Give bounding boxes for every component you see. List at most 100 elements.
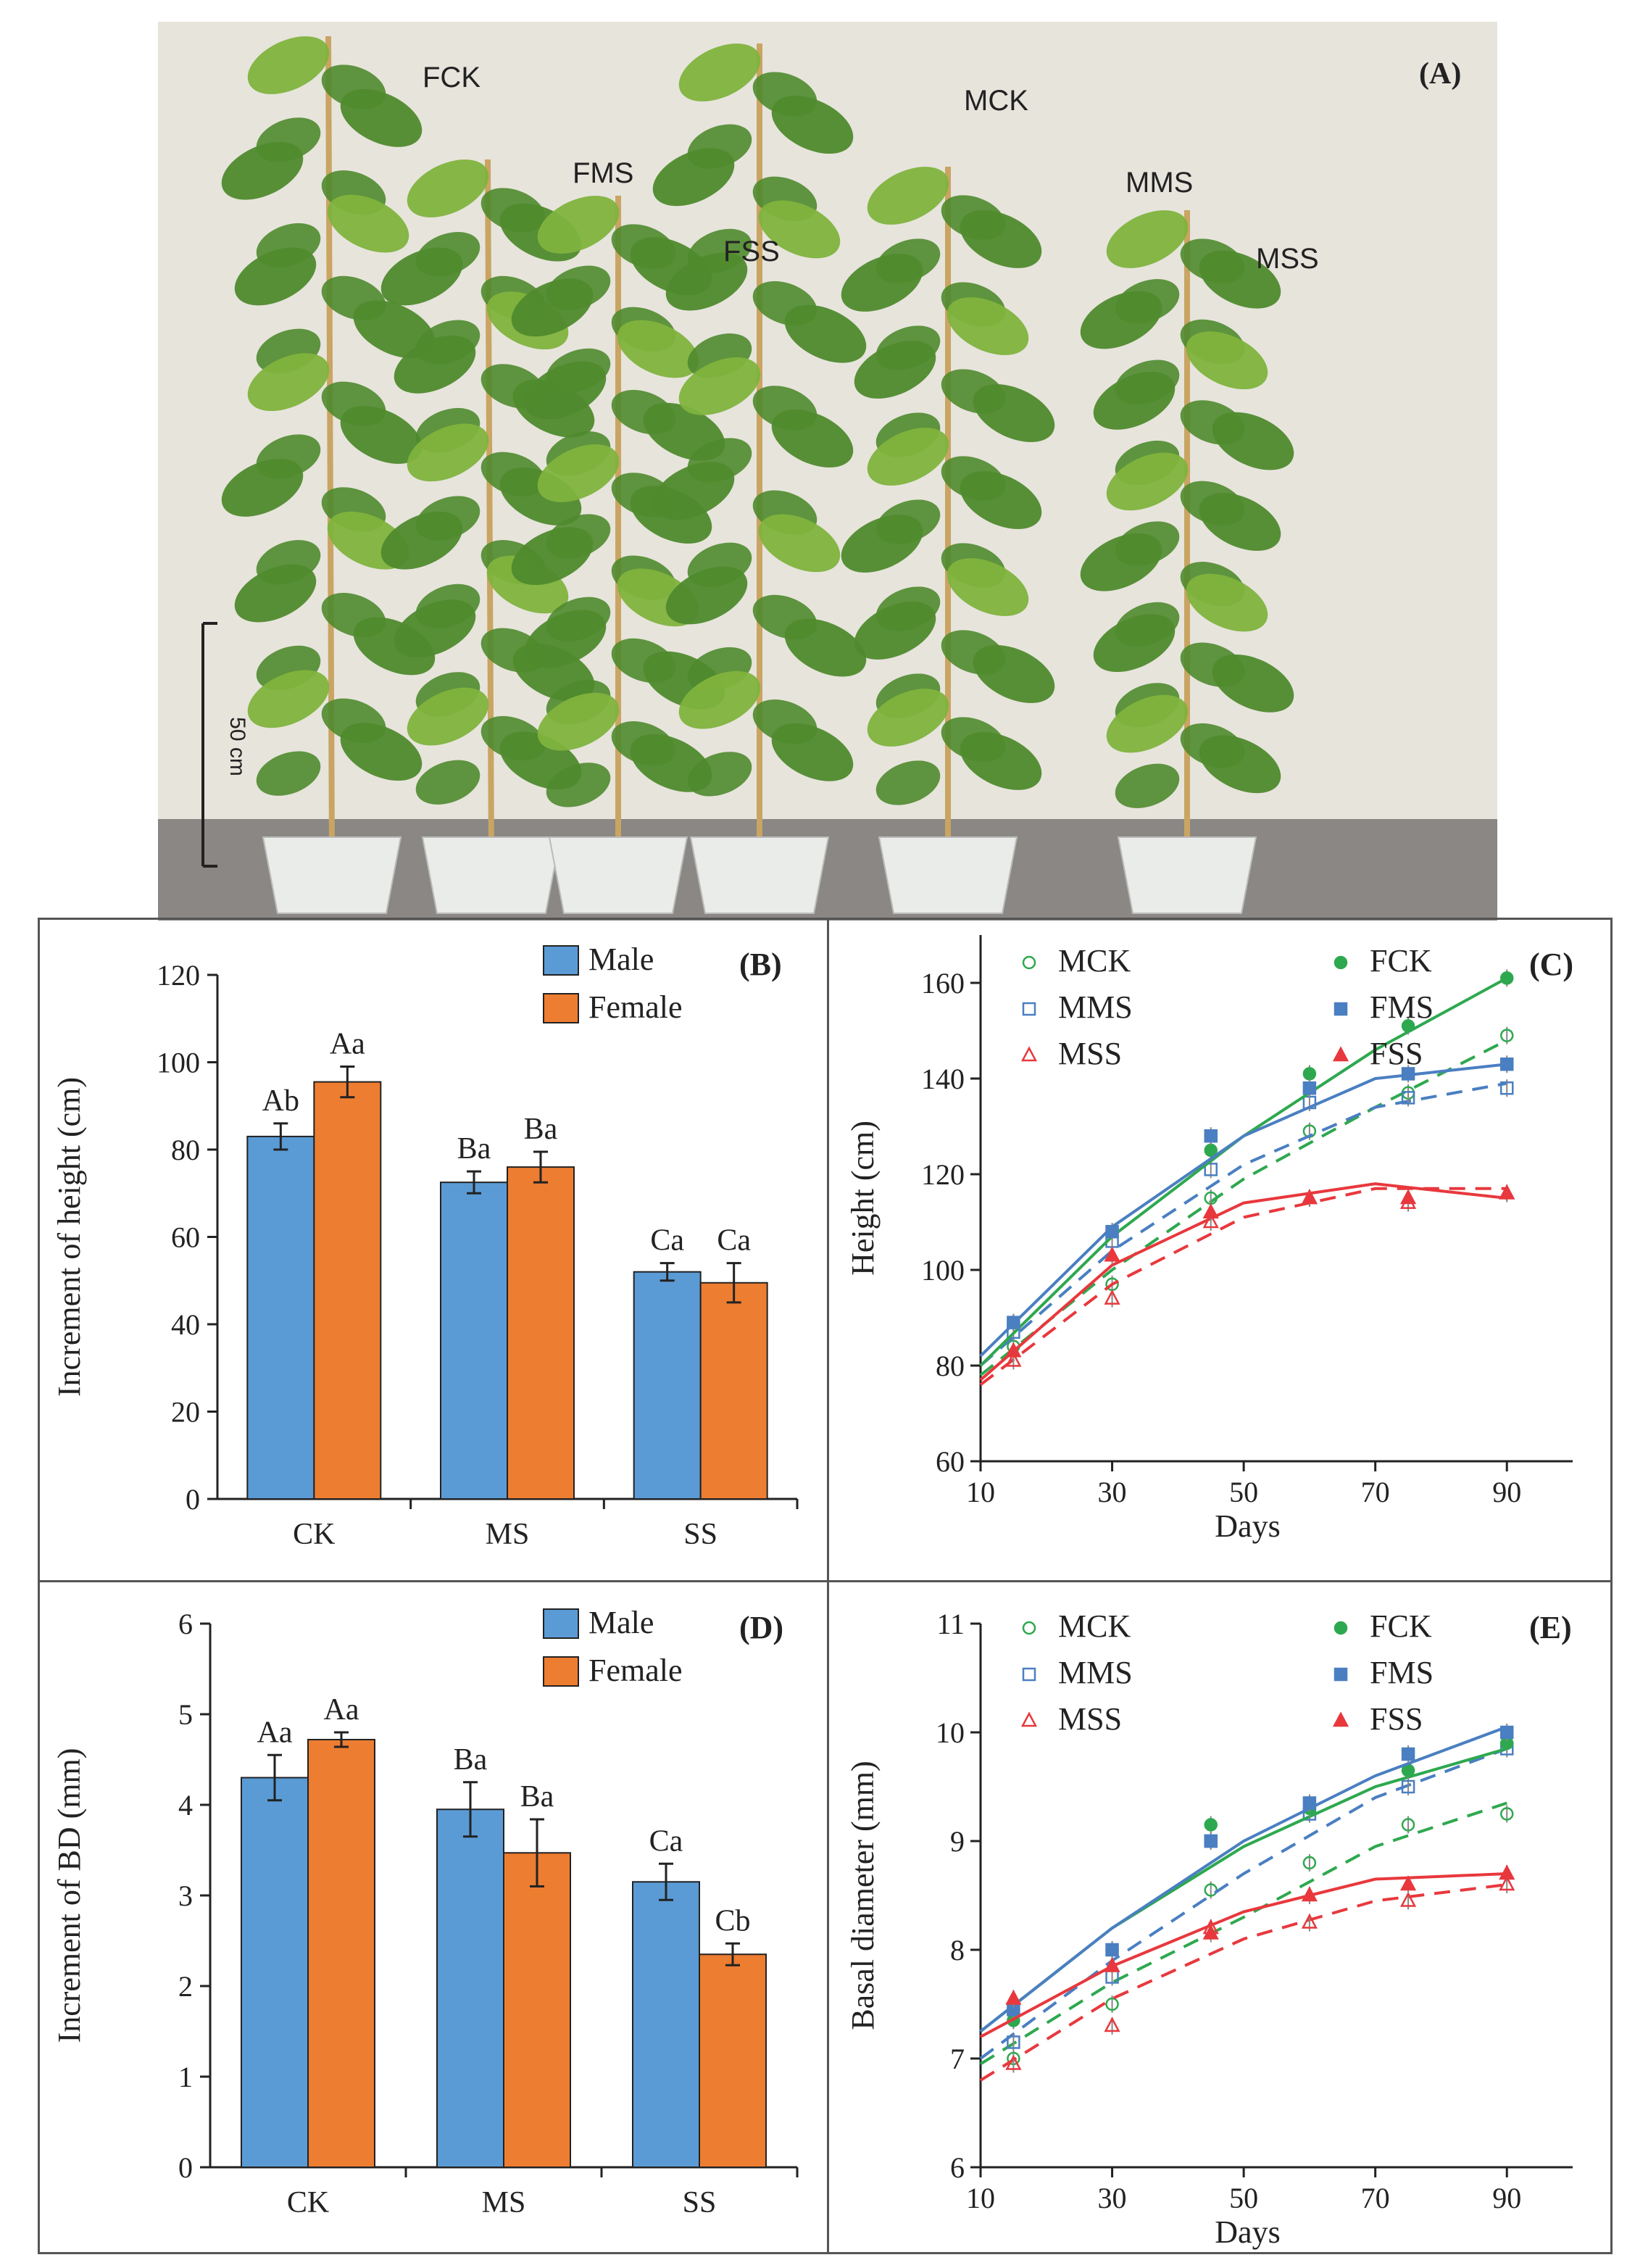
- y-tick-label: 120: [157, 959, 200, 992]
- x-tick-label: CK: [287, 2186, 329, 2219]
- bar: [507, 1166, 575, 1500]
- plant-leaf: [511, 527, 594, 586]
- data-point: [1302, 1067, 1317, 1081]
- data-point: [1499, 1875, 1515, 1891]
- data-point: [1401, 1779, 1415, 1794]
- data-point: [1401, 1091, 1415, 1105]
- plant-leaf: [1115, 763, 1180, 808]
- y-tick-label: 1: [178, 2061, 193, 2093]
- y-tick-label: 6: [178, 1608, 193, 1640]
- data-point: [1334, 1667, 1348, 1682]
- plant-leaf: [1186, 573, 1268, 632]
- data-point: [1301, 1913, 1318, 1929]
- x-tick-label: 70: [1361, 2182, 1390, 2214]
- legend-label: MSS: [1058, 1036, 1122, 1071]
- bar: [313, 1081, 382, 1500]
- y-tick-label: 80: [171, 1134, 200, 1166]
- plant-leaf: [234, 247, 317, 306]
- plant-leaf: [353, 300, 436, 359]
- plant-leaf: [758, 514, 841, 573]
- data-point: [1301, 1886, 1318, 1902]
- fit-curve: [979, 1883, 1507, 2082]
- plant-leaf: [771, 410, 854, 468]
- plant-leaf: [221, 141, 304, 200]
- plant-leaf: [537, 196, 620, 254]
- plant-pot: [689, 836, 830, 914]
- data-point: [1499, 1184, 1515, 1200]
- y-tick-label: 100: [921, 1254, 965, 1287]
- data-point: [1204, 1818, 1218, 1832]
- x-tick-label: 10: [966, 1476, 995, 1508]
- data-point: [1104, 2016, 1120, 2032]
- y-tick-label: 4: [178, 1789, 193, 1822]
- panel-tag: (E): [1529, 1610, 1572, 1645]
- plant-leaf: [960, 210, 1042, 268]
- plant-label-mck: MCK: [964, 85, 1028, 117]
- plants-layer: [221, 36, 1294, 914]
- plant-leaf: [678, 43, 761, 101]
- x-tick-label: 50: [1229, 1476, 1258, 1508]
- plant-leaf: [247, 670, 330, 728]
- plant-leaf: [340, 723, 423, 781]
- data-point: [1334, 955, 1348, 970]
- y-tick-label: 160: [921, 967, 965, 1000]
- plant-leaf: [340, 88, 423, 147]
- plant-leaf: [784, 618, 867, 677]
- x-tick-label: 50: [1229, 2182, 1258, 2214]
- plant-leaf: [771, 723, 854, 781]
- plant-labels: FCK FMS FSS MCK MMS MSS: [423, 62, 1319, 275]
- y-tick-label: 2: [178, 1970, 193, 2003]
- fit-curve: [979, 1747, 1507, 2060]
- data-point: [1401, 1747, 1415, 1761]
- plant-leaf: [511, 278, 594, 337]
- bar: [241, 1777, 309, 2168]
- x-tick-label: 90: [1492, 2182, 1521, 2214]
- data-point: [1499, 971, 1514, 985]
- plant-leaf: [1106, 694, 1189, 753]
- legend-label: FMS: [1370, 989, 1434, 1025]
- data-point: [1022, 1621, 1036, 1635]
- plant-leaf: [394, 599, 476, 658]
- x-axis-label: Days: [1215, 2214, 1280, 2250]
- plant-leaf: [394, 335, 476, 394]
- data-point: [1401, 1067, 1415, 1081]
- plant-leaf: [1106, 210, 1189, 268]
- plant-leaf: [665, 566, 748, 625]
- x-tick-label: 30: [1098, 2182, 1127, 2214]
- plant-leaf: [327, 194, 409, 253]
- data-point: [1302, 1081, 1317, 1095]
- data-point: [1005, 2054, 1022, 2070]
- bar: [503, 1852, 571, 2168]
- plant-leaf: [524, 610, 607, 668]
- y-tick-label: 5: [178, 1698, 193, 1731]
- fit-curve: [979, 1039, 1508, 1376]
- x-tick-label: SS: [683, 1518, 717, 1551]
- bar: [440, 1181, 508, 1500]
- plant-leaf: [1199, 493, 1281, 551]
- plant-leaf: [1093, 371, 1176, 430]
- plant-leaf: [234, 564, 317, 623]
- plant-leaf: [854, 341, 936, 399]
- y-tick-label: 80: [936, 1350, 965, 1382]
- data-point: [1499, 1081, 1514, 1095]
- significance-label: Ca: [649, 1824, 683, 1858]
- data-point: [1334, 1621, 1348, 1635]
- panel-tag: (B): [739, 947, 782, 982]
- plant-leaf: [771, 96, 854, 154]
- y-tick-label: 7: [950, 2043, 965, 2075]
- data-point: [1401, 1019, 1415, 1033]
- plant-leaf: [784, 304, 867, 363]
- data-point: [1104, 1289, 1120, 1305]
- legend-label: Female: [588, 989, 683, 1025]
- plant-leaf: [960, 732, 1042, 790]
- legend-label: FCK: [1370, 1608, 1432, 1644]
- y-tick-label: 60: [171, 1221, 200, 1254]
- plant-leaf: [841, 515, 923, 573]
- legend-label: MCK: [1058, 943, 1131, 979]
- legend-label: Female: [588, 1653, 683, 1688]
- y-tick-label: 11: [936, 1608, 965, 1640]
- y-tick-label: 3: [178, 1879, 193, 1912]
- significance-label: Ca: [717, 1224, 751, 1258]
- plant-photo: 50 cm FCK FMS FSS MCK MMS MSS (A): [158, 22, 1497, 921]
- panel-tag-a: (A): [1419, 57, 1461, 91]
